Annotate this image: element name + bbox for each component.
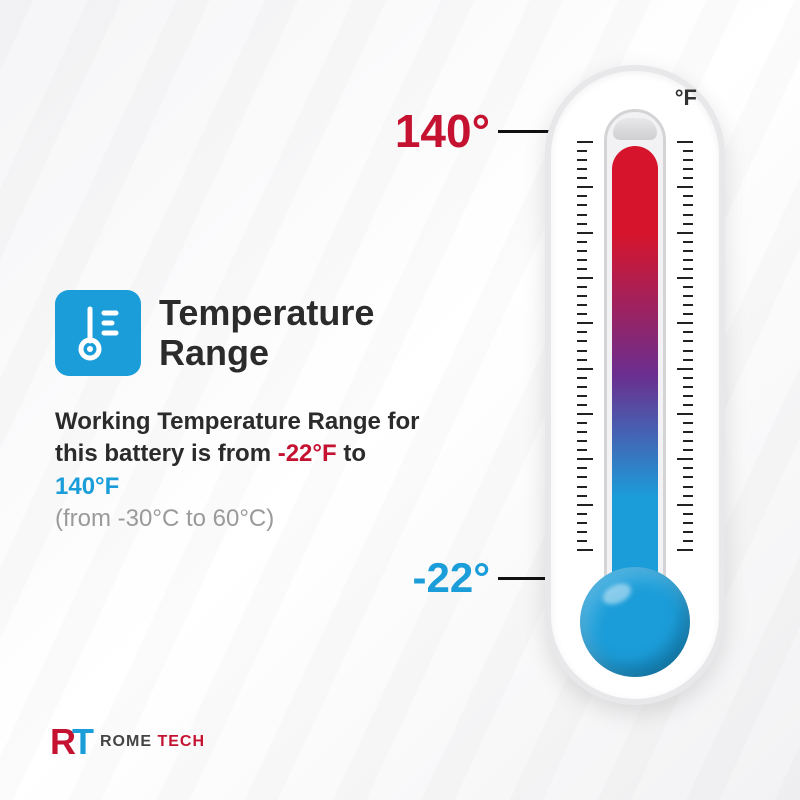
- title-row: TemperatureRange: [55, 290, 435, 376]
- desc-sub: (from -30°C to 60°C): [55, 503, 435, 535]
- thermometer: °F: [505, 65, 765, 745]
- desc-between: to: [337, 440, 366, 467]
- thermometer-fluid: [612, 146, 658, 586]
- brand-logo: RT ROME TECH: [50, 724, 205, 760]
- logo-text-a: ROME: [100, 733, 157, 750]
- thermometer-body: °F: [545, 65, 725, 705]
- high-temp-value: 140°: [395, 104, 490, 158]
- high-temp-f: 140°F: [55, 473, 119, 500]
- ticks-left: [577, 141, 595, 549]
- low-temp-value: -22°: [413, 554, 491, 602]
- logo-text-b: TECH: [157, 733, 205, 750]
- tube-cap: [613, 118, 657, 140]
- logo-mark: RT: [50, 724, 90, 760]
- logo-r: R: [50, 721, 72, 762]
- section-title: TemperatureRange: [159, 293, 374, 372]
- description: Working Temperature Range for this batte…: [55, 406, 435, 536]
- thermometer-icon: [55, 290, 141, 376]
- thermometer-bulb: [580, 567, 690, 677]
- logo-text: ROME TECH: [100, 733, 205, 751]
- unit-label: °F: [675, 85, 697, 111]
- low-temp-f: -22°F: [278, 440, 337, 467]
- ticks-right: [675, 141, 693, 549]
- logo-t: T: [72, 721, 90, 762]
- thermometer-tube: [604, 109, 666, 589]
- info-panel: TemperatureRange Working Temperature Ran…: [55, 290, 435, 536]
